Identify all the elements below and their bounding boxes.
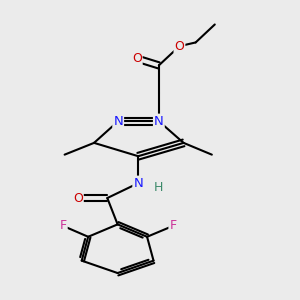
Text: O: O <box>132 52 142 65</box>
Text: O: O <box>73 191 83 205</box>
Text: F: F <box>60 219 67 232</box>
Text: F: F <box>169 219 176 232</box>
Text: O: O <box>175 40 184 53</box>
Text: N: N <box>154 115 164 128</box>
Text: H: H <box>154 181 164 194</box>
Text: N: N <box>133 177 143 190</box>
Text: N: N <box>113 115 123 128</box>
